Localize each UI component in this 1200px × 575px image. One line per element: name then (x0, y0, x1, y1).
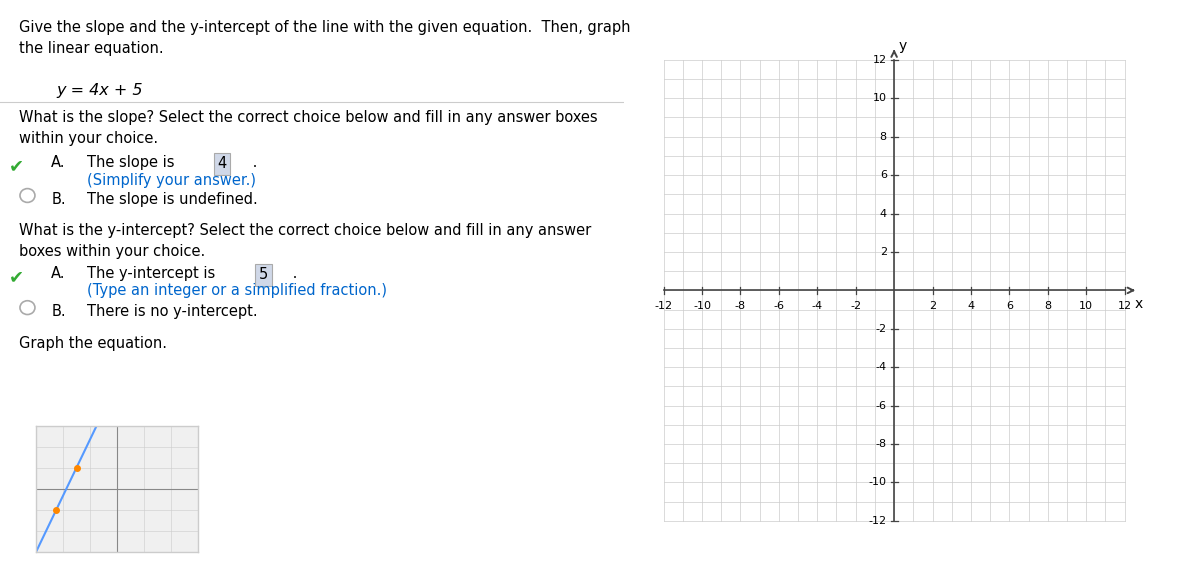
Text: ✔: ✔ (10, 157, 24, 175)
Text: 10: 10 (872, 93, 887, 104)
Text: -6: -6 (876, 401, 887, 411)
Text: -6: -6 (773, 301, 785, 311)
Text: .: . (288, 266, 298, 281)
Text: 6: 6 (880, 170, 887, 180)
Text: .: . (248, 155, 258, 170)
Text: Click to
enlarge
graph: Click to enlarge graph (133, 440, 198, 497)
Text: -10: -10 (694, 301, 712, 311)
Text: 4: 4 (967, 301, 974, 311)
Text: The y-intercept is: The y-intercept is (88, 266, 221, 281)
Text: Give the slope and the y-intercept of the line with the given equation.  Then, g: Give the slope and the y-intercept of th… (19, 20, 630, 56)
Text: The slope is: The slope is (88, 155, 180, 170)
Text: -4: -4 (811, 301, 823, 311)
Text: -12: -12 (654, 301, 673, 311)
Text: ✔: ✔ (10, 268, 24, 286)
Text: (Type an integer or a simplified fraction.): (Type an integer or a simplified fractio… (88, 283, 388, 298)
Text: 4: 4 (217, 156, 227, 171)
Text: 4: 4 (880, 209, 887, 218)
Text: -2: -2 (850, 301, 862, 311)
Text: 6: 6 (1006, 301, 1013, 311)
Text: 2: 2 (929, 301, 936, 311)
Text: 12: 12 (1117, 301, 1132, 311)
Text: -8: -8 (876, 439, 887, 449)
Text: A.: A. (52, 155, 66, 170)
Text: -4: -4 (876, 362, 887, 372)
Text: (Simplify your answer.): (Simplify your answer.) (88, 172, 257, 187)
Text: 10: 10 (1079, 301, 1093, 311)
Text: A.: A. (52, 266, 66, 281)
Text: -8: -8 (734, 301, 746, 311)
Text: 2: 2 (880, 247, 887, 257)
Text: What is the y-intercept? Select the correct choice below and fill in any answer
: What is the y-intercept? Select the corr… (19, 223, 590, 259)
Text: -12: -12 (869, 516, 887, 526)
Text: 8: 8 (1044, 301, 1051, 311)
Text: x: x (1135, 297, 1144, 311)
Text: -2: -2 (876, 324, 887, 334)
Text: 5: 5 (259, 267, 269, 282)
Text: B.: B. (52, 192, 66, 207)
Text: y: y (899, 39, 907, 53)
Text: B.: B. (52, 304, 66, 319)
Text: 8: 8 (880, 132, 887, 141)
Text: y = 4x + 5: y = 4x + 5 (56, 83, 143, 98)
Text: 12: 12 (872, 55, 887, 65)
Text: Graph the equation.: Graph the equation. (19, 336, 167, 351)
Text: The slope is undefined.: The slope is undefined. (88, 192, 258, 207)
Text: -10: -10 (869, 477, 887, 488)
Text: There is no y-intercept.: There is no y-intercept. (88, 304, 258, 319)
Text: What is the slope? Select the correct choice below and fill in any answer boxes
: What is the slope? Select the correct ch… (19, 110, 598, 147)
